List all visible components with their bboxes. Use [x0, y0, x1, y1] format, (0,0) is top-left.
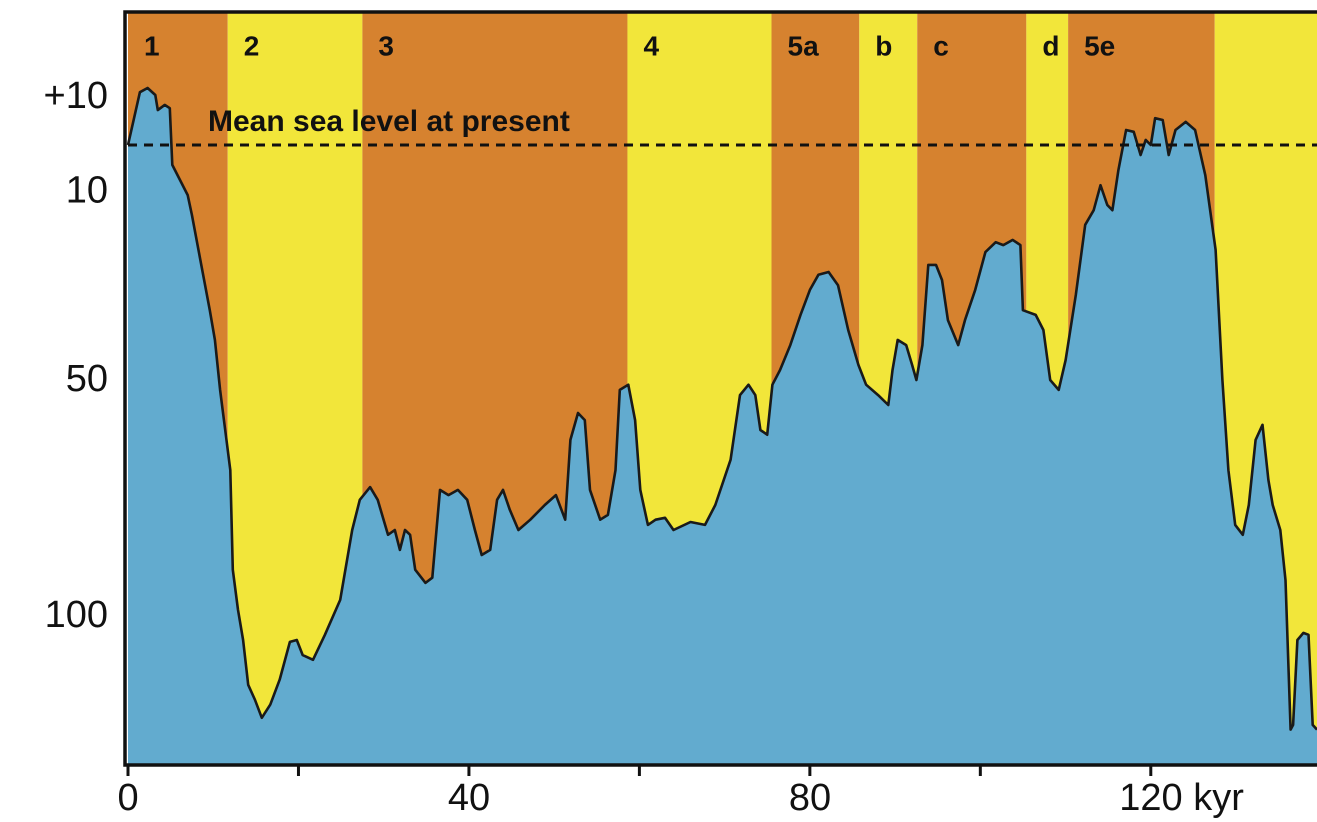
y-tick-label: 50 [66, 358, 108, 400]
stage-label: d [1042, 30, 1059, 61]
stage-label: b [875, 30, 892, 61]
stage-label: c [933, 30, 949, 61]
y-tick-label: 100 [45, 594, 108, 636]
stage-label: 1 [144, 30, 160, 61]
sea-level-line [126, 86, 1317, 731]
y-tick-label: +10 [44, 75, 108, 117]
x-tick-label: 80 [789, 777, 831, 819]
x-tick-label: 120 kyr [1119, 777, 1244, 819]
stage-label: 3 [378, 30, 394, 61]
x-tick-label: 0 [118, 777, 139, 819]
labels: 1 2 3 4 5a b c d 5e Mean sea level at present +10 1… [44, 30, 1245, 819]
stage-label: 4 [643, 30, 659, 61]
stage-label: 5a [788, 30, 820, 61]
reference-label: Mean sea level at present [208, 105, 570, 138]
plot [123, 10, 1317, 776]
axis-frame [123, 10, 1317, 767]
stage-label: 2 [244, 30, 260, 61]
x-tick-label: 40 [448, 777, 490, 819]
y-tick-label: 10 [66, 169, 108, 211]
stage-label: 5e [1084, 30, 1115, 61]
